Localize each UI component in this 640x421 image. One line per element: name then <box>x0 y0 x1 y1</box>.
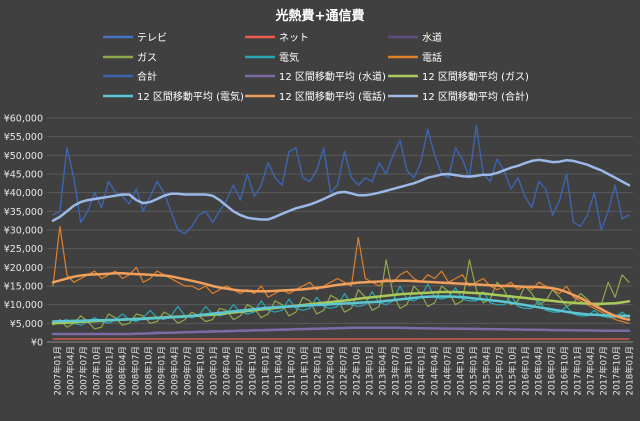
x-tick-label: 2014年01月 <box>417 346 428 395</box>
y-tick-label: ¥40,000 <box>4 188 43 199</box>
x-tick-label: 2010年04月 <box>222 346 233 395</box>
legend-label: 12 区間移動平均 (水道) <box>279 70 386 83</box>
series-line <box>52 124 630 235</box>
legend-label: 12 区間移動平均 (電気) <box>137 90 244 103</box>
x-tick-label: 2015年01月 <box>469 346 480 395</box>
legend-label: 12 区間移動平均 (電話) <box>279 90 386 103</box>
y-tick-label: ¥30,000 <box>4 226 43 237</box>
series-line <box>51 158 631 222</box>
x-tick-label: 2016年10月 <box>560 346 571 395</box>
x-tick-label: 2016年04月 <box>534 346 545 395</box>
legend-label: 水道 <box>422 31 442 44</box>
x-tick-label: 2014年04月 <box>430 346 441 395</box>
x-tick-label: 2018年01月 <box>625 346 636 395</box>
x-tick-label: 2011年01月 <box>261 346 272 395</box>
plot-area <box>51 124 631 340</box>
legend-label: ガス <box>137 52 157 64</box>
x-tick-label: 2010年07月 <box>235 346 246 395</box>
y-tick-label: ¥55,000 <box>4 132 43 143</box>
y-tick-label: ¥0 <box>31 338 43 349</box>
x-tick-label: 2014年10月 <box>456 346 467 395</box>
x-tick-label: 2009年07月 <box>183 346 194 395</box>
x-tick-label: 2008年04月 <box>118 346 129 395</box>
y-tick-label: ¥45,000 <box>4 170 43 181</box>
x-tick-label: 2017年04月 <box>586 346 597 395</box>
gridlines <box>47 117 633 343</box>
x-tick-label: 2012年07月 <box>339 346 350 395</box>
y-tick-label: ¥50,000 <box>4 151 43 162</box>
x-tick-label: 2011年04月 <box>274 346 285 395</box>
x-tick-label: 2016年07月 <box>547 346 558 395</box>
y-tick-label: ¥60,000 <box>4 114 43 125</box>
legend-label: 12 区間移動平均 (合計) <box>422 90 529 103</box>
x-tick-label: 2016年01月 <box>521 346 532 395</box>
x-tick-label: 2010年01月 <box>209 346 220 395</box>
x-tick-label: 2007年07月 <box>79 346 90 395</box>
x-tick-label: 2017年07月 <box>599 346 610 395</box>
y-tick-label: ¥10,000 <box>4 300 43 311</box>
y-tick-label: ¥20,000 <box>4 263 43 274</box>
x-tick-label: 2012年04月 <box>326 346 337 395</box>
x-tick-label: 2008年01月 <box>105 346 116 395</box>
legend-label: 12 区間移動平均 (ガス) <box>422 70 529 83</box>
chart-title: 光熱費+通信費 <box>275 8 365 24</box>
x-tick-label: 2009年01月 <box>157 346 168 395</box>
x-tick-label: 2013年01月 <box>365 346 376 395</box>
x-tick-label: 2009年10月 <box>196 346 207 395</box>
x-tick-label: 2007年01月 <box>53 346 64 395</box>
x-tick-label: 2008年10月 <box>144 346 155 395</box>
y-tick-label: ¥15,000 <box>4 282 43 293</box>
series-line <box>52 124 630 235</box>
y-axis: ¥0 ¥5,000 ¥10,000 ¥15,000 ¥20,000 ¥25,000 ¥30,… <box>4 114 43 349</box>
legend-label: 電話 <box>422 51 442 64</box>
x-tick-label: 2011年07月 <box>287 346 298 395</box>
x-tick-label: 2008年07月 <box>131 346 142 395</box>
series-line <box>51 295 631 323</box>
y-tick-label: ¥5,000 <box>10 319 43 330</box>
series-line <box>51 272 631 321</box>
y-tick-label: ¥25,000 <box>4 244 43 255</box>
legend-label: ネット <box>279 32 309 44</box>
x-tick-label: 2012年01月 <box>313 346 324 395</box>
x-tick-label: 2015年07月 <box>495 346 506 395</box>
series-line <box>51 326 631 336</box>
y-tick-label: ¥35,000 <box>4 207 43 218</box>
x-tick-label: 2015年04月 <box>482 346 493 395</box>
x-tick-label: 2007年10月 <box>92 346 103 395</box>
x-tick-label: 2015年10月 <box>508 346 519 395</box>
x-axis: 2007年01月 2007年04月 2007年07月 2007年10月 2008年01月… <box>53 346 636 395</box>
series-line <box>52 225 630 324</box>
x-tick-label: 2013年07月 <box>391 346 402 395</box>
legend-label: 電気 <box>279 51 299 64</box>
legend-label: テレビ <box>137 32 167 44</box>
x-tick-label: 2013年10月 <box>404 346 415 395</box>
x-tick-label: 2007年04月 <box>66 346 77 395</box>
x-tick-label: 2017年01月 <box>573 346 584 395</box>
x-tick-label: 2010年10月 <box>248 346 259 395</box>
x-tick-label: 2017年10月 <box>612 346 623 395</box>
x-tick-label: 2014年07月 <box>443 346 454 395</box>
x-tick-label: 2011年10月 <box>300 346 311 395</box>
x-tick-label: 2012年10月 <box>352 346 363 395</box>
x-tick-label: 2013年04月 <box>378 346 389 395</box>
x-tick-label: 2009年04月 <box>170 346 181 395</box>
legend-label: 合計 <box>137 70 157 83</box>
series-line <box>52 259 630 330</box>
